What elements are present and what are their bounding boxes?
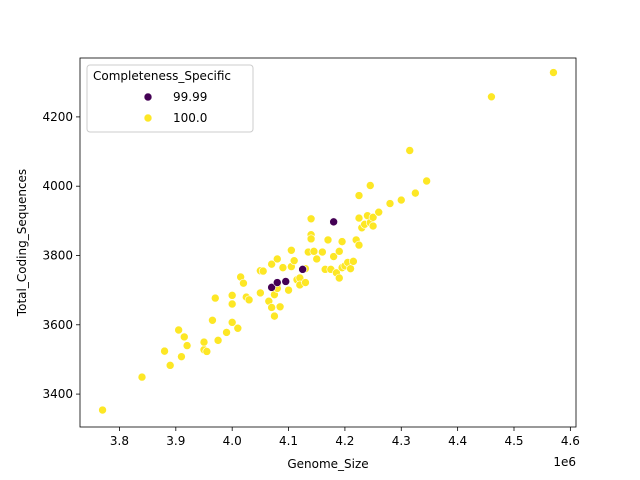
- data-point-100-0-80: [411, 188, 420, 198]
- data-point-100-0-55: [329, 252, 338, 261]
- data-point-100-0-63: [346, 264, 355, 273]
- data-point-100-0-29: [270, 311, 279, 321]
- legend-marker-100-0: [143, 113, 153, 123]
- legend-box: [86, 64, 254, 133]
- data-point-100-0-0: [98, 405, 107, 415]
- data-point-100-0-33: [272, 254, 282, 264]
- data-point-100-0-25: [258, 266, 268, 276]
- data-point-99-99-3: [298, 265, 307, 274]
- data-point-100-0-74: [368, 221, 378, 231]
- x-tick-label: 4.0: [223, 434, 242, 448]
- data-point-100-0-35: [278, 263, 288, 272]
- data-point-100-0-22: [244, 295, 254, 305]
- data-point-100-0-78: [396, 195, 406, 205]
- data-point-100-0-36: [284, 285, 293, 295]
- data-point-100-0-12: [210, 293, 220, 303]
- y-axis-ticks: 3400 3600 3800 4000 4200: [42, 110, 80, 401]
- data-point-100-0-37: [287, 246, 296, 255]
- data-point-100-0-1: [137, 372, 147, 382]
- data-point-100-0-51: [318, 247, 327, 257]
- data-point-100-0-17: [227, 299, 237, 309]
- data-point-100-0-15: [227, 318, 237, 327]
- y-tick-label: 4000: [42, 179, 73, 193]
- data-point-100-0-81: [422, 176, 431, 186]
- data-point-100-0-3: [165, 361, 175, 370]
- x-tick-label: 4.6: [561, 434, 580, 448]
- x-tick-label: 4.4: [448, 434, 467, 448]
- data-point-100-0-47: [306, 234, 316, 244]
- y-axis-label: Total_Coding_Sequences: [15, 169, 29, 317]
- data-point-100-0-16: [227, 291, 237, 300]
- data-point-100-0-73: [365, 181, 375, 190]
- data-point-100-0-23: [256, 288, 265, 298]
- data-point-100-0-64: [349, 257, 358, 266]
- data-point-100-0-66: [354, 240, 364, 250]
- data-point-100-0-7: [182, 341, 192, 350]
- x-axis-ticks: 3.8 3.9 4.0 4.1 4.2 4.3 4.4 4.5 4.6: [110, 427, 580, 448]
- legend: Completeness_Specific 99.99 100.0: [86, 64, 254, 133]
- data-point-100-0-57: [334, 273, 344, 283]
- data-point-99-99-2: [281, 277, 291, 286]
- data-point-100-0-79: [405, 146, 415, 155]
- data-point-100-0-11: [208, 315, 217, 325]
- data-point-100-0-50: [312, 254, 322, 264]
- data-point-100-0-10: [202, 347, 212, 356]
- legend-label-100-0: 100.0: [173, 111, 207, 125]
- data-point-100-0-34: [275, 302, 285, 312]
- data-point-100-0-2: [160, 346, 169, 356]
- data-point-100-0-28: [267, 303, 276, 312]
- data-point-100-0-67: [354, 191, 364, 200]
- data-point-100-0-76: [374, 207, 384, 217]
- data-point-100-0-18: [233, 323, 243, 333]
- data-point-100-0-53: [323, 235, 333, 245]
- data-point-100-0-82: [487, 92, 496, 102]
- x-tick-label: 4.5: [504, 434, 523, 448]
- data-point-99-99-4: [329, 217, 338, 227]
- data-point-100-0-44: [301, 278, 310, 287]
- data-point-100-0-9: [199, 337, 209, 347]
- x-tick-label: 4.1: [279, 434, 298, 448]
- data-point-100-0-60: [337, 237, 347, 246]
- data-point-99-99-0: [267, 283, 276, 292]
- y-tick-label: 4200: [42, 110, 73, 124]
- data-point-100-0-39: [289, 256, 299, 265]
- x-tick-label: 3.9: [166, 434, 185, 448]
- data-point-100-0-77: [385, 199, 395, 208]
- data-point-100-0-5: [177, 352, 186, 361]
- y-tick-label: 3600: [42, 318, 73, 332]
- y-tick-label: 3400: [42, 387, 73, 401]
- data-point-100-0-49: [309, 247, 319, 256]
- data-point-100-0-68: [354, 213, 364, 223]
- data-point-100-0-13: [213, 336, 223, 345]
- x-tick-label: 4.2: [335, 434, 354, 448]
- data-point-99-99-1: [272, 278, 282, 287]
- y-tick-label: 3800: [42, 248, 73, 262]
- legend-title: Completeness_Specific: [93, 69, 231, 83]
- x-axis-label: Genome_Size: [287, 457, 368, 471]
- data-point-100-0-27: [267, 259, 276, 269]
- data-point-100-0-48: [306, 214, 316, 224]
- plot-frame: [79, 57, 577, 428]
- legend-marker-99-99: [143, 92, 153, 102]
- x-tick-label: 3.8: [110, 434, 129, 448]
- x-tick-label: 4.3: [392, 434, 411, 448]
- data-point-100-0-6: [179, 332, 189, 342]
- data-point-100-0-75: [368, 213, 378, 222]
- x-axis-offset-label: 1e6: [553, 455, 576, 469]
- data-point-100-0-83: [549, 68, 558, 77]
- data-point-100-0-58: [334, 247, 344, 256]
- legend-label-99-99: 99.99: [173, 90, 207, 104]
- data-point-100-0-4: [174, 325, 183, 335]
- data-points: [98, 68, 558, 415]
- data-point-100-0-20: [239, 278, 248, 288]
- data-point-100-0-14: [222, 328, 231, 337]
